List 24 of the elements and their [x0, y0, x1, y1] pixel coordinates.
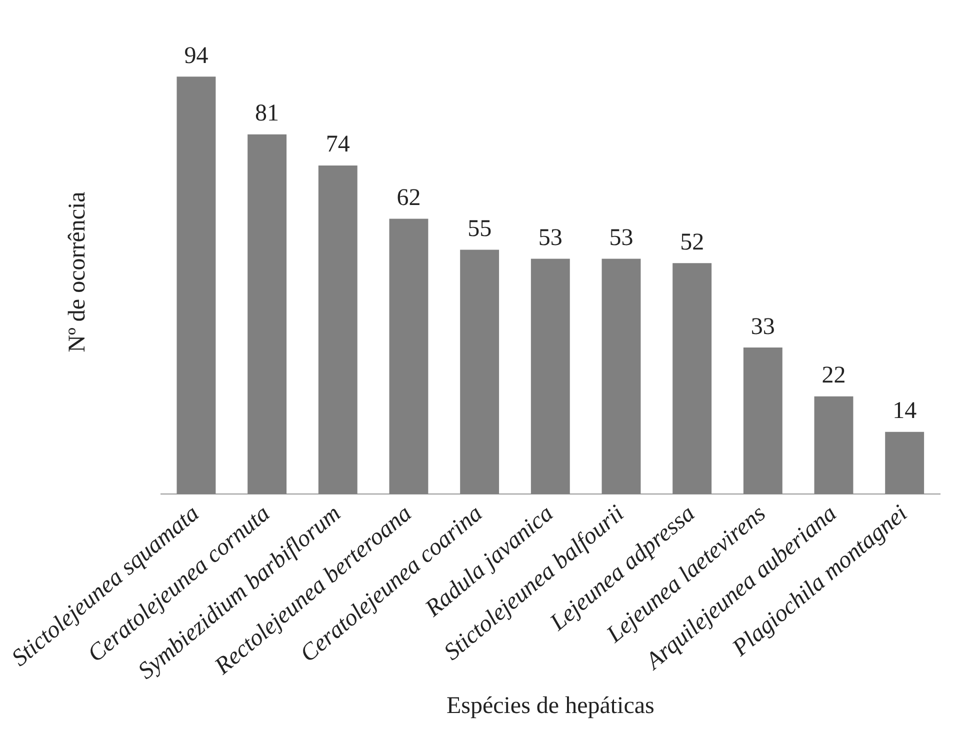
bar — [672, 263, 712, 494]
y-axis-title: Nº de ocorrência — [64, 191, 91, 352]
bar — [885, 432, 924, 494]
x-axis-title: Espécies de hepáticas — [446, 692, 654, 719]
data-label: 53 — [609, 224, 634, 251]
data-label: 62 — [396, 185, 421, 212]
data-label: 14 — [892, 398, 917, 424]
bar — [530, 258, 570, 494]
data-label: 22 — [822, 362, 846, 389]
bar — [389, 218, 428, 494]
bar — [460, 250, 500, 494]
data-label: 81 — [255, 100, 280, 127]
data-label: 94 — [184, 42, 208, 69]
bar — [318, 165, 358, 494]
bar — [176, 76, 216, 494]
data-label: 55 — [468, 216, 492, 242]
bar — [814, 396, 854, 494]
data-label: 53 — [538, 224, 562, 251]
bar — [248, 134, 287, 494]
data-label: 33 — [750, 314, 775, 340]
data-label: 52 — [680, 229, 704, 256]
bar — [743, 347, 782, 494]
bar — [602, 258, 641, 494]
data-label: 74 — [326, 132, 350, 158]
